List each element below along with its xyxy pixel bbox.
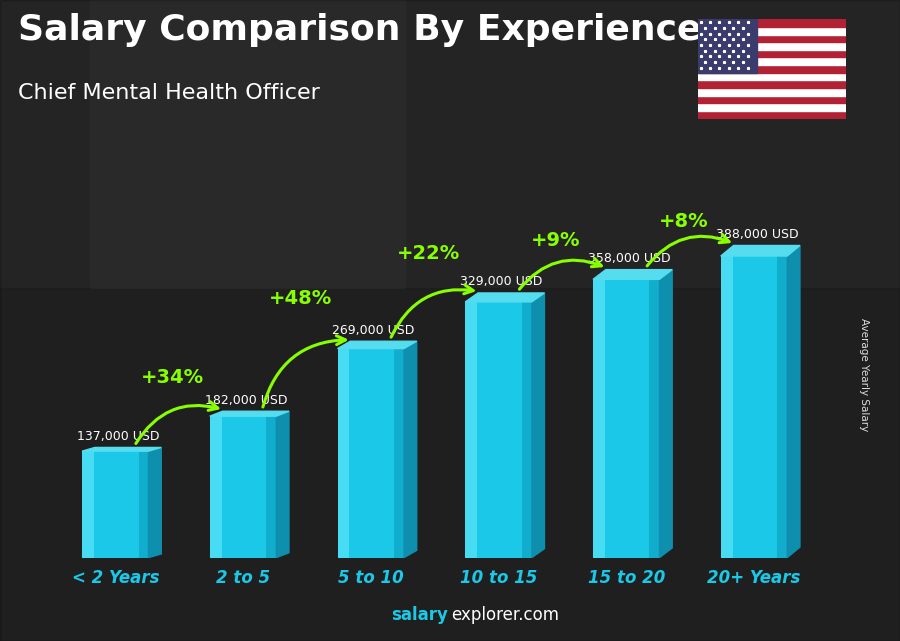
- Polygon shape: [276, 412, 289, 558]
- Polygon shape: [593, 270, 672, 279]
- Bar: [698, 19, 757, 72]
- Polygon shape: [465, 293, 544, 302]
- Text: Salary Comparison By Experience: Salary Comparison By Experience: [18, 13, 701, 47]
- Polygon shape: [82, 447, 161, 451]
- Polygon shape: [210, 412, 289, 416]
- Text: Chief Mental Health Officer: Chief Mental Health Officer: [18, 83, 319, 103]
- Bar: [210, 416, 221, 558]
- Bar: [698, 80, 846, 88]
- Bar: [338, 349, 404, 558]
- Text: +8%: +8%: [659, 212, 708, 231]
- Text: +22%: +22%: [397, 244, 460, 263]
- Bar: [465, 302, 477, 558]
- Bar: [698, 111, 846, 119]
- Bar: [82, 451, 148, 558]
- Bar: [778, 256, 788, 558]
- Bar: [698, 72, 846, 80]
- Polygon shape: [532, 293, 544, 558]
- Bar: [0, 288, 900, 641]
- Text: 269,000 USD: 269,000 USD: [332, 324, 415, 337]
- Bar: [266, 416, 276, 558]
- Text: 182,000 USD: 182,000 USD: [204, 394, 287, 406]
- Text: +34%: +34%: [141, 368, 204, 387]
- Text: Average Yearly Salary: Average Yearly Salary: [859, 319, 869, 431]
- Bar: [82, 451, 94, 558]
- Text: salary: salary: [392, 606, 448, 624]
- Polygon shape: [338, 341, 417, 349]
- Bar: [721, 256, 733, 558]
- Polygon shape: [404, 341, 417, 558]
- Polygon shape: [721, 246, 800, 256]
- Polygon shape: [660, 270, 672, 558]
- Bar: [698, 96, 846, 103]
- Bar: [465, 302, 532, 558]
- Bar: [721, 256, 788, 558]
- Bar: [593, 279, 660, 558]
- Bar: [698, 19, 846, 27]
- Bar: [698, 27, 846, 35]
- Bar: [698, 103, 846, 111]
- Text: 388,000 USD: 388,000 USD: [716, 228, 798, 241]
- Bar: [698, 50, 846, 58]
- Text: 358,000 USD: 358,000 USD: [588, 252, 670, 265]
- Bar: [90, 0, 405, 288]
- Bar: [698, 58, 846, 65]
- Bar: [522, 302, 532, 558]
- Text: 329,000 USD: 329,000 USD: [460, 275, 543, 288]
- Bar: [650, 279, 660, 558]
- Bar: [698, 88, 846, 96]
- Bar: [698, 35, 846, 42]
- Polygon shape: [788, 246, 800, 558]
- Text: 137,000 USD: 137,000 USD: [76, 429, 159, 443]
- Bar: [210, 416, 276, 558]
- Bar: [593, 279, 605, 558]
- Bar: [139, 451, 148, 558]
- Text: +9%: +9%: [531, 231, 580, 250]
- Bar: [338, 349, 349, 558]
- Text: explorer.com: explorer.com: [452, 606, 560, 624]
- Text: +48%: +48%: [269, 289, 332, 308]
- Bar: [698, 42, 846, 50]
- Polygon shape: [148, 447, 161, 558]
- Bar: [698, 65, 846, 72]
- Bar: [394, 349, 404, 558]
